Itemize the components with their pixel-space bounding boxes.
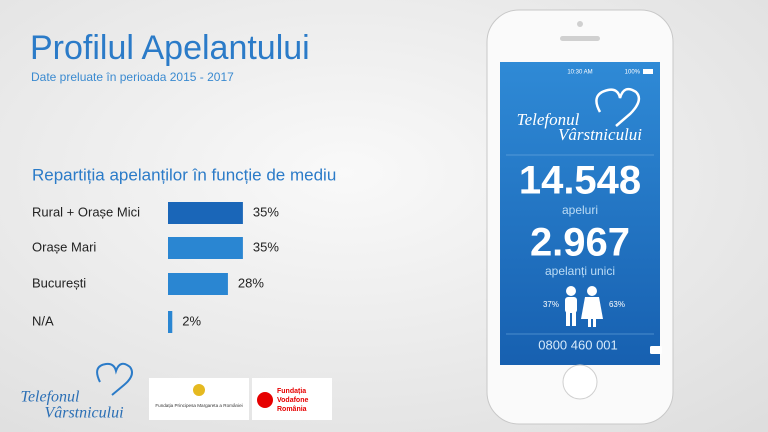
- callers-label: apelanți unici: [545, 264, 615, 278]
- footer-logo-line: Telefonul: [21, 389, 81, 406]
- camera: [577, 21, 583, 27]
- subtitle: Date preluate în perioada 2015 - 2017: [31, 70, 234, 84]
- speaker: [560, 36, 600, 41]
- calls-label: apeluri: [562, 203, 598, 217]
- category-label: București: [32, 275, 86, 290]
- partner2-logo: [257, 392, 273, 408]
- screen: [500, 62, 660, 365]
- phone-number: 0800 460 001: [538, 337, 618, 352]
- battery-icon: [643, 69, 653, 74]
- phone: 10:30 AM 100% Telefonul Vârstnicului 14.…: [486, 9, 674, 425]
- partner2-line: Vodafone: [277, 397, 308, 404]
- camera-icon: [650, 346, 662, 354]
- logo-heart: [595, 87, 641, 127]
- footer: Telefonul Vârstnicului Fundația Principe…: [21, 362, 332, 422]
- value-label: 35%: [253, 239, 279, 254]
- chart-title: Repartiția apelanților în funcție de med…: [32, 165, 336, 184]
- bar: [168, 237, 243, 259]
- category-label: Orașe Mari: [32, 239, 96, 254]
- logo-line: Vârstnicului: [558, 125, 642, 144]
- bar: [168, 311, 173, 333]
- bar-chart: Rural + Orașe Mici 35% Orașe Mari 35% Bucure…: [32, 202, 279, 333]
- value-label: 28%: [238, 275, 264, 290]
- value-label: 2%: [182, 313, 201, 328]
- bar: [168, 202, 243, 224]
- logo-line: Telefonul: [517, 110, 580, 129]
- home-button: [562, 364, 598, 400]
- status-time: 10:30 AM: [567, 70, 592, 76]
- partner2-line: România: [277, 406, 307, 413]
- callers-count: 2.967: [530, 221, 630, 265]
- status-battery: 100%: [625, 70, 641, 76]
- partner1-name: Fundația Principesa Margareta a României: [155, 403, 242, 408]
- elderly-icon: [565, 286, 603, 327]
- title: Profilul Apelantului: [30, 29, 310, 67]
- category-label: Rural + Orașe Mici: [32, 204, 140, 219]
- partner2-line: Fundația: [277, 388, 306, 395]
- bar: [168, 273, 228, 295]
- calls-count: 14.548: [519, 159, 641, 203]
- partner1-crest: [193, 384, 205, 396]
- footer-logo-line: Vârstnicului: [44, 405, 123, 422]
- value-label: 35%: [253, 204, 279, 219]
- men-share: 63%: [609, 300, 625, 309]
- footer-heart: [96, 362, 133, 396]
- category-label: N/A: [32, 313, 54, 328]
- women-share: 37%: [543, 300, 559, 309]
